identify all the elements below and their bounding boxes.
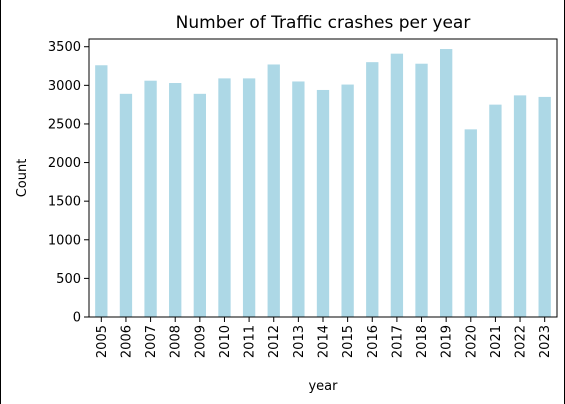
y-tick-label: 500 bbox=[56, 272, 81, 287]
y-axis-ticks: 0 500 1000 1500 2000 2500 3000 3500 bbox=[48, 40, 89, 326]
bar-2018 bbox=[415, 63, 428, 317]
bar-2008 bbox=[169, 83, 182, 318]
bar-2007 bbox=[144, 80, 157, 317]
bar-2010 bbox=[218, 78, 231, 317]
x-tick-label: 2008 bbox=[169, 325, 184, 358]
x-tick-label: 2006 bbox=[119, 325, 134, 358]
x-tick-label: 2015 bbox=[341, 325, 356, 358]
bar-2017 bbox=[390, 53, 404, 318]
x-axis-label: year bbox=[308, 379, 338, 394]
bar-2019 bbox=[440, 49, 453, 318]
x-axis-ticks: 2005 2006 2007 2008 2009 2010 2011 2012 2013 2014… bbox=[95, 317, 553, 358]
x-tick-label: 2010 bbox=[218, 325, 233, 358]
x-tick-label: 2020 bbox=[464, 325, 479, 358]
x-tick-label: 2017 bbox=[390, 325, 405, 358]
bar-2013 bbox=[292, 81, 305, 317]
bar-2006 bbox=[119, 93, 133, 317]
y-tick-label: 1000 bbox=[48, 233, 81, 248]
x-tick-label: 2007 bbox=[144, 325, 159, 358]
y-tick-label: 2000 bbox=[48, 156, 81, 171]
frame-left-edge bbox=[0, 0, 1, 404]
bar-2012 bbox=[267, 64, 280, 317]
bar-2011 bbox=[242, 78, 256, 317]
bar-2021 bbox=[489, 104, 502, 317]
x-tick-label: 2009 bbox=[193, 325, 208, 358]
bars-group bbox=[95, 49, 551, 318]
bar-2022 bbox=[513, 95, 527, 317]
y-tick-label: 3000 bbox=[48, 79, 81, 94]
bar-2014 bbox=[316, 89, 330, 317]
x-tick-label: 2016 bbox=[366, 325, 381, 358]
x-tick-label: 2023 bbox=[538, 325, 553, 358]
x-tick-label: 2005 bbox=[95, 325, 110, 358]
y-tick-label: 0 bbox=[73, 311, 81, 326]
bar-2009 bbox=[193, 93, 206, 317]
x-tick-label: 2019 bbox=[440, 325, 455, 358]
x-tick-label: 2018 bbox=[415, 325, 430, 358]
bar-2015 bbox=[341, 84, 354, 317]
bar-2005 bbox=[95, 65, 108, 317]
bar-2016 bbox=[366, 62, 379, 317]
x-tick-label: 2022 bbox=[514, 325, 529, 358]
y-tick-label: 3500 bbox=[48, 40, 81, 55]
x-tick-label: 2021 bbox=[489, 325, 504, 358]
y-axis-label: Count bbox=[15, 159, 30, 198]
x-tick-label: 2014 bbox=[317, 325, 332, 358]
x-tick-label: 2011 bbox=[243, 325, 258, 358]
y-tick-label: 1500 bbox=[48, 195, 81, 210]
bar-2023 bbox=[538, 96, 551, 318]
chart-title: Number of Traffic crashes per year bbox=[176, 13, 471, 33]
y-tick-label: 2500 bbox=[48, 117, 81, 132]
bar-2020 bbox=[464, 129, 477, 317]
x-tick-label: 2013 bbox=[292, 325, 307, 358]
x-tick-label: 2012 bbox=[267, 325, 282, 358]
